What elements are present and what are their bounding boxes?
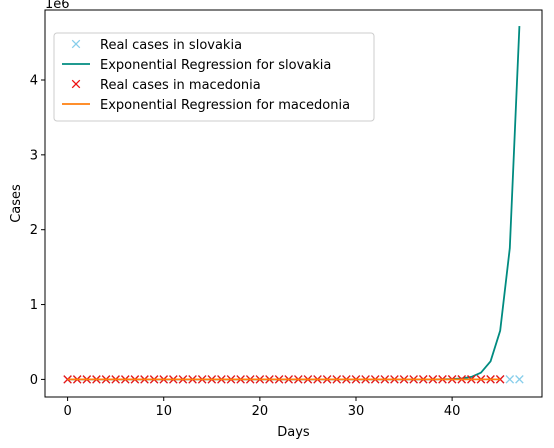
y-tick-label: 3 xyxy=(30,148,38,163)
legend-label: Real cases in slovakia xyxy=(100,38,242,53)
legend-entry-slovakia-regression: Exponential Regression for slovakia xyxy=(62,58,331,73)
y-tick-label: 4 xyxy=(30,73,38,88)
legend-marker xyxy=(71,39,81,49)
x-tick-label: 40 xyxy=(444,404,461,419)
y-tick-label: 1 xyxy=(30,298,38,313)
x-tick-label: 0 xyxy=(63,404,71,419)
legend-marker-x-icon xyxy=(71,39,81,49)
legend: Real cases in slovakia Exponential Regre… xyxy=(53,32,375,122)
legend-entry-slovakia-real: Real cases in slovakia xyxy=(71,38,242,53)
y-axis-label: Cases xyxy=(9,184,24,223)
plot-frame xyxy=(44,9,543,398)
legend-marker xyxy=(71,79,81,89)
legend-marker-x-icon xyxy=(71,79,81,89)
y-axis: 0 1 2 3 4 xyxy=(30,73,45,388)
y-offset-label: 1e6 xyxy=(45,0,70,12)
series-layer xyxy=(63,26,524,384)
y-tick-label: 0 xyxy=(30,373,38,388)
data-point xyxy=(495,375,505,384)
x-axis-label: Days xyxy=(277,425,310,440)
legend-entry-macedonia-regression: Exponential Regression for macedonia xyxy=(62,98,350,113)
data-point xyxy=(515,375,524,384)
x-tick-label: 30 xyxy=(348,404,365,419)
x-axis: 0 10 20 30 40 xyxy=(63,397,460,419)
legend-box xyxy=(53,32,375,122)
x-tick-label: 20 xyxy=(252,404,269,419)
legend-label: Exponential Regression for macedonia xyxy=(100,98,350,113)
data-point xyxy=(505,375,515,384)
legend-label: Real cases in macedonia xyxy=(100,78,261,93)
legend-label: Exponential Regression for slovakia xyxy=(100,58,331,73)
legend-entry-macedonia-real: Real cases in macedonia xyxy=(71,78,261,93)
y-tick-label: 2 xyxy=(30,223,38,238)
x-tick-label: 10 xyxy=(155,404,172,419)
